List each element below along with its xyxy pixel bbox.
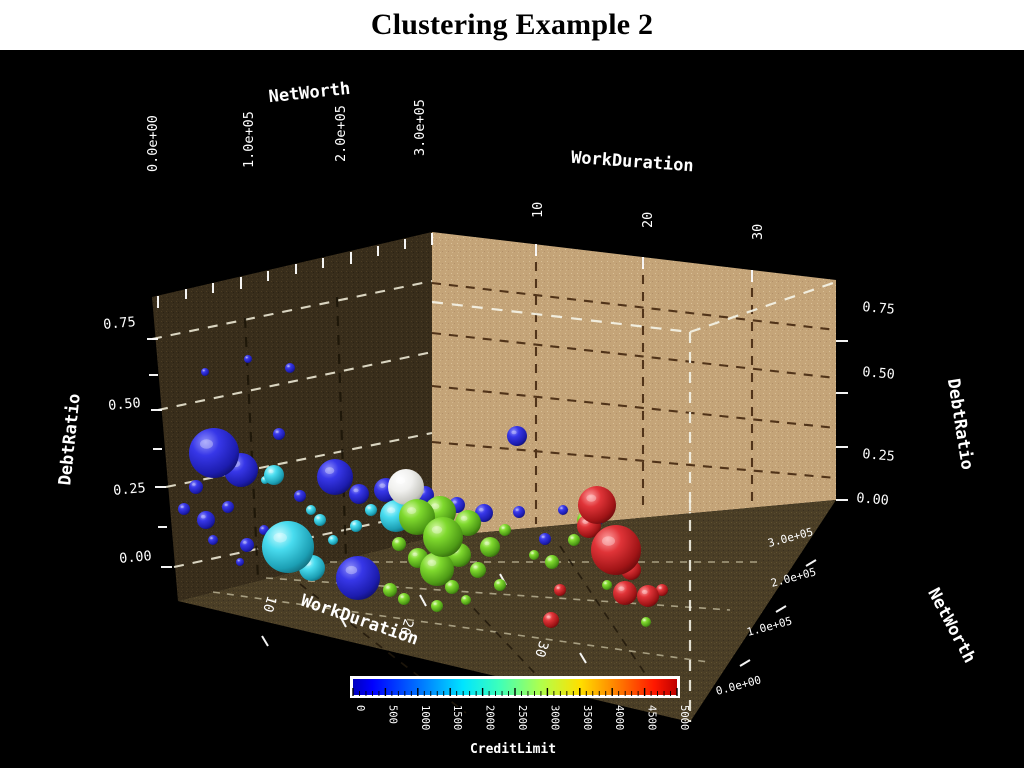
tick-workduration-bottom-1: 20 [396, 617, 416, 637]
tick-debtratio-left-3: 0.00 [119, 548, 153, 567]
bubble-point [507, 426, 527, 446]
bubble-point [294, 490, 306, 502]
colorbar-tick-label: 1000 [419, 705, 431, 730]
bubble-point [543, 612, 559, 628]
bubble-point [445, 580, 459, 594]
tick-debtratio-right-3: 0.00 [856, 490, 890, 509]
bubble-point [499, 524, 511, 536]
bubble-point [189, 480, 203, 494]
bubble-point [244, 355, 252, 363]
bubble-point [273, 428, 285, 440]
bubble-point [317, 459, 353, 495]
bubble-point [201, 368, 209, 376]
colorbar-label: CreditLimit [470, 742, 556, 757]
bubble-point [197, 511, 215, 529]
bubble-point [178, 503, 190, 515]
colorbar-tick-label: 0 [354, 705, 366, 711]
colorbar-ticks [352, 688, 678, 696]
tick-networth-top-2: 2.0e+05 [333, 105, 349, 162]
bubble-point [558, 505, 568, 515]
bubble-point [383, 583, 397, 597]
bubble-point [529, 550, 539, 560]
bubble-point [222, 501, 234, 513]
tick-workduration-bottom-2: 30 [531, 639, 551, 659]
colorbar-tick-label: 4500 [646, 705, 658, 730]
scatter3d-canvas: NetWorth 0.0e+00 1.0e+05 2.0e+05 3.0e+05… [0, 50, 1024, 768]
bubble-point [602, 580, 612, 590]
bubble-point [350, 520, 362, 532]
workduration-top-ticks [535, 244, 753, 282]
tick-networth-top-1: 1.0e+05 [241, 111, 257, 168]
bubble-point [388, 469, 424, 505]
colorbar-gradient [353, 679, 677, 695]
bubble-point [365, 504, 377, 516]
bubble-point [208, 535, 218, 545]
tick-workduration-top-2: 30 [750, 224, 766, 240]
tick-debtratio-right-2: 0.25 [862, 446, 896, 465]
bubble-point [336, 556, 380, 600]
bubble-point [420, 552, 454, 586]
back-wall-left [147, 232, 433, 601]
bubble-point [392, 537, 406, 551]
colorbar-tick-label: 3000 [548, 705, 560, 730]
bubble-point [431, 600, 443, 612]
bubble-point [545, 555, 559, 569]
tick-debtratio-right-1: 0.50 [862, 364, 896, 383]
tick-workduration-top-1: 20 [640, 212, 656, 228]
colorbar[interactable] [350, 676, 680, 698]
tick-workduration-bottom-0: 10 [259, 594, 279, 614]
bubble-point [539, 533, 551, 545]
debtratio-right-ticks [836, 340, 848, 501]
colorbar-tick-label: 1500 [451, 705, 463, 730]
bubble-point [264, 465, 284, 485]
bubble-point [656, 584, 668, 596]
bubble-point [240, 538, 254, 552]
bubble-point [578, 486, 616, 524]
tick-debtratio-left-0: 0.75 [103, 314, 137, 333]
tick-workduration-top-0: 10 [530, 202, 546, 218]
bubble-point [285, 363, 295, 373]
tick-networth-top-0: 0.0e+00 [145, 115, 161, 172]
colorbar-tick-label: 5000 [678, 705, 690, 730]
bubble-point [349, 484, 369, 504]
bubble-point [314, 514, 326, 526]
colorbar-tick-label: 2000 [484, 705, 496, 730]
bubble-point [641, 617, 651, 627]
bubble-point [236, 558, 244, 566]
bubble-point [189, 428, 239, 478]
bubble-point [568, 534, 580, 546]
bubble-point [470, 562, 486, 578]
bubble-point [480, 537, 500, 557]
tick-networth-top-3: 3.0e+05 [412, 99, 428, 156]
bubble-point [591, 525, 641, 575]
bubble-point [398, 593, 410, 605]
bubble-point [306, 505, 316, 515]
colorbar-tick-labels: 0 500 1000 1500 2000 2500 3000 3500 4000 4500 5000 [354, 705, 690, 730]
bubble-point [494, 579, 506, 591]
tick-debtratio-left-1: 0.50 [108, 395, 142, 414]
title-bar: Clustering Example 2 [0, 0, 1024, 50]
tick-debtratio-left-2: 0.25 [113, 480, 147, 499]
bubble-point [613, 581, 637, 605]
page-title: Clustering Example 2 [370, 8, 654, 41]
tick-debtratio-right-0: 0.75 [862, 299, 896, 318]
colorbar-tick-label: 2500 [516, 705, 528, 730]
bubble-point [513, 506, 525, 518]
colorbar-tick-label: 500 [386, 705, 398, 724]
bubble-point [399, 499, 435, 535]
bubble-point [423, 517, 463, 557]
plot-panel: NetWorth 0.0e+00 1.0e+05 2.0e+05 3.0e+05… [0, 50, 1024, 768]
colorbar-tick-label: 3500 [581, 705, 593, 730]
bubble-point [262, 521, 314, 573]
bubble-point [637, 585, 659, 607]
bubble-series [178, 355, 668, 628]
colorbar-tick-label: 4000 [613, 705, 625, 730]
bubble-point [554, 584, 566, 596]
bubble-point [461, 595, 471, 605]
bubble-point [328, 535, 338, 545]
